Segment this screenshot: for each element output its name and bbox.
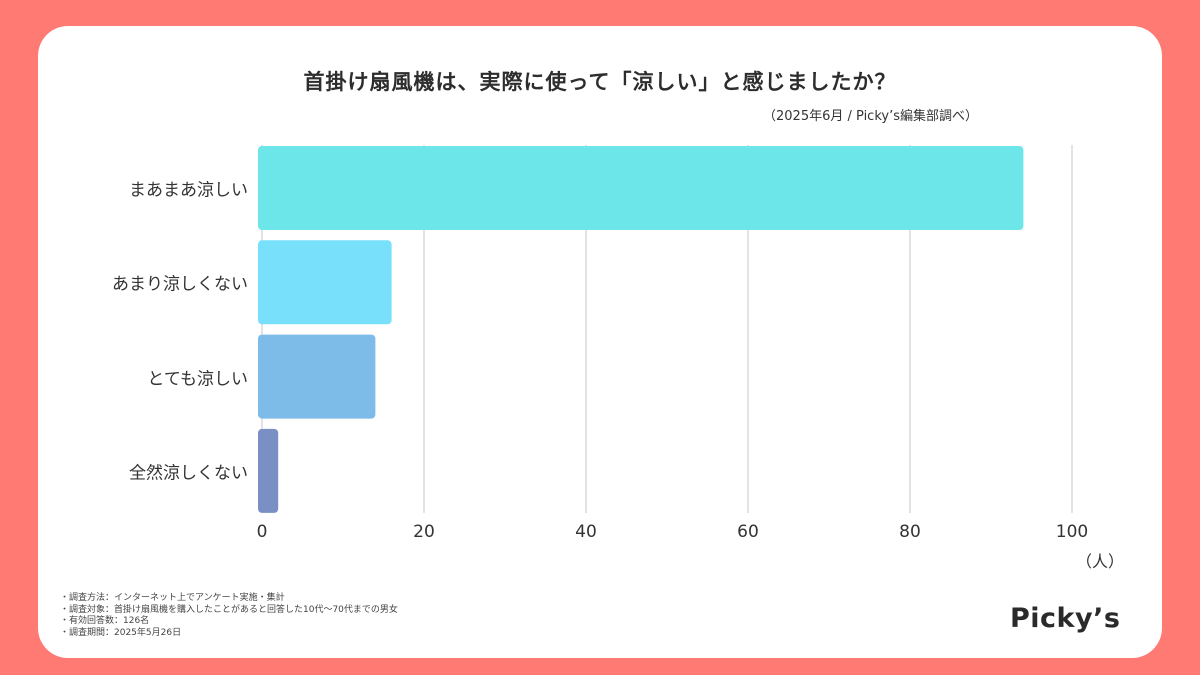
bar <box>258 428 279 513</box>
survey-note: ・調査対象：首掛け扇風機を購入したことがあると回答した10代〜70代までの男女 <box>60 604 398 615</box>
survey-note: ・有効回答数：126名 <box>60 616 150 627</box>
pickys-logo: Picky’s <box>1010 603 1121 634</box>
survey-notes: ・調査方法：インターネット上でアンケート実施・集計 ・調査対象：首掛け扇風機を購… <box>60 593 398 639</box>
category-label: とても涼しい <box>147 369 248 390</box>
category-label: 全然涼しくない <box>129 463 248 484</box>
x-tick-label: 0 <box>256 522 268 542</box>
survey-note: ・調査期間：2025年5月26日 <box>60 627 182 638</box>
x-tick-label: 40 <box>575 522 597 542</box>
survey-note: ・調査方法：インターネット上でアンケート実施・集計 <box>60 593 285 603</box>
x-axis-unit-label: （人） <box>1076 552 1125 571</box>
x-tick-label: 80 <box>899 522 921 542</box>
chart-subtitle: （2025年6月 / Picky’s編集部調べ） <box>763 109 978 124</box>
bar <box>258 334 376 419</box>
bar <box>258 240 392 325</box>
x-tick-label: 100 <box>1055 522 1089 542</box>
x-tick-label: 60 <box>737 522 759 542</box>
category-label: まあまあ涼しい <box>129 180 248 201</box>
bar <box>258 146 1024 230</box>
chart-card <box>38 26 1162 658</box>
category-label: あまり涼しくない <box>112 274 248 295</box>
chart-title: 首掛け扇風機は、実際に使って「涼しい」と感じましたか？ <box>303 70 897 94</box>
x-tick-label: 20 <box>413 522 435 542</box>
